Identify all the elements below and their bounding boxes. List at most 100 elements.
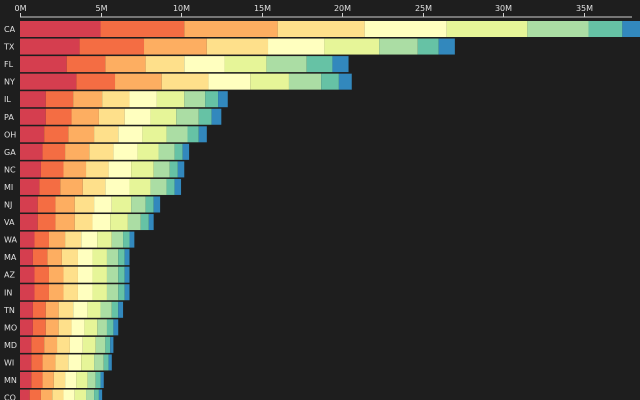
bar-segment bbox=[74, 196, 95, 213]
bar-segment bbox=[142, 126, 167, 143]
bar-segment bbox=[131, 161, 154, 178]
bar-segment bbox=[44, 336, 58, 353]
bar-segment bbox=[76, 73, 116, 90]
bar-segment bbox=[118, 249, 125, 266]
bar-segment bbox=[123, 231, 130, 248]
bar-segment bbox=[208, 73, 251, 90]
bar-row-ga bbox=[20, 143, 190, 160]
bar-row-ma bbox=[20, 249, 130, 266]
bar-segment bbox=[166, 126, 188, 143]
bar-segment bbox=[20, 91, 46, 108]
bar-segment bbox=[321, 73, 339, 90]
bar-segment bbox=[52, 389, 64, 400]
bar-segment bbox=[100, 301, 112, 318]
bar-segment bbox=[86, 389, 95, 400]
x-axis: 0M 5M 10M 15M 20M 25M 30M 35M bbox=[15, 4, 632, 18]
bar-segment bbox=[174, 178, 182, 195]
bars-area bbox=[20, 21, 640, 400]
bar-row-oh bbox=[20, 126, 207, 143]
bar-segment bbox=[115, 73, 162, 90]
category-label: FL bbox=[4, 60, 14, 69]
category-label: AZ bbox=[4, 271, 15, 280]
bar-segment bbox=[92, 284, 107, 301]
bar-segment bbox=[177, 161, 185, 178]
bar-segment bbox=[106, 266, 119, 283]
bar-segment bbox=[81, 231, 98, 248]
bar-segment bbox=[45, 108, 72, 125]
bar-segment bbox=[53, 372, 66, 388]
bar-segment bbox=[74, 214, 93, 231]
bar-segment bbox=[68, 126, 95, 143]
bar-segment bbox=[65, 372, 77, 388]
bar-segment bbox=[105, 178, 130, 195]
bar-segment bbox=[184, 91, 206, 108]
bar-segment bbox=[20, 284, 35, 301]
bar-segment bbox=[58, 301, 74, 318]
bar-segment bbox=[73, 91, 103, 108]
bar-segment bbox=[29, 389, 41, 400]
bar-row-nj bbox=[20, 196, 161, 213]
bar-segment bbox=[103, 354, 109, 371]
bar-segment bbox=[20, 249, 33, 266]
bar-segment bbox=[324, 38, 380, 55]
bar-segment bbox=[77, 266, 93, 283]
category-label: OH bbox=[4, 130, 16, 139]
bar-segment bbox=[92, 214, 111, 231]
bar-segment bbox=[20, 126, 45, 143]
bar-segment bbox=[20, 301, 33, 318]
bar-segment bbox=[588, 21, 623, 37]
bar-segment bbox=[40, 161, 64, 178]
bar-segment bbox=[198, 108, 212, 125]
bar-segment bbox=[153, 161, 170, 178]
bar-segment bbox=[206, 38, 269, 55]
bar-segment bbox=[76, 372, 88, 388]
bar-segment bbox=[61, 249, 78, 266]
bar-segment bbox=[92, 266, 107, 283]
category-label: MN bbox=[4, 376, 17, 385]
bar-segment bbox=[218, 91, 228, 108]
bar-segment bbox=[224, 56, 267, 73]
bar-row-wa bbox=[20, 231, 135, 248]
bar-segment bbox=[277, 21, 365, 37]
bar-segment bbox=[34, 231, 49, 248]
bar-segment bbox=[100, 372, 104, 388]
bar-segment bbox=[77, 249, 93, 266]
bar-segment bbox=[32, 301, 46, 318]
bar-segment bbox=[105, 336, 111, 353]
bar-segment bbox=[174, 143, 183, 160]
bar-segment bbox=[89, 143, 114, 160]
bar-segment bbox=[94, 126, 119, 143]
bar-segment bbox=[184, 56, 225, 73]
bar-segment bbox=[55, 354, 69, 371]
bar-row-mn bbox=[20, 372, 104, 388]
bar-segment bbox=[73, 301, 88, 318]
bar-segment bbox=[57, 336, 70, 353]
category-label: CA bbox=[4, 25, 16, 34]
bar-segment bbox=[20, 231, 35, 248]
bar-segment bbox=[98, 389, 103, 400]
bar-segment bbox=[44, 126, 69, 143]
bar-row-pa bbox=[20, 108, 222, 125]
bar-segment bbox=[148, 214, 154, 231]
category-label: WI bbox=[4, 358, 14, 367]
bar-segment bbox=[34, 284, 49, 301]
bar-segment bbox=[111, 231, 124, 248]
bar-segment bbox=[39, 178, 61, 195]
bar-segment bbox=[20, 21, 101, 37]
category-label: IN bbox=[4, 288, 12, 297]
bar-segment bbox=[108, 161, 132, 178]
bar-segment bbox=[108, 354, 112, 371]
bar-segment bbox=[31, 372, 43, 388]
bar-segment bbox=[100, 21, 185, 37]
bar-segment bbox=[20, 336, 32, 353]
bar-segment bbox=[268, 38, 325, 55]
bar-segment bbox=[20, 214, 38, 231]
bar-segment bbox=[527, 21, 589, 37]
bar-segment bbox=[20, 266, 35, 283]
bar-segment bbox=[77, 284, 93, 301]
bar-segment bbox=[65, 143, 90, 160]
bar-segment bbox=[113, 143, 138, 160]
x-tick-label: 20M bbox=[334, 4, 351, 13]
bar-segment bbox=[63, 266, 78, 283]
bar-segment bbox=[438, 38, 455, 55]
